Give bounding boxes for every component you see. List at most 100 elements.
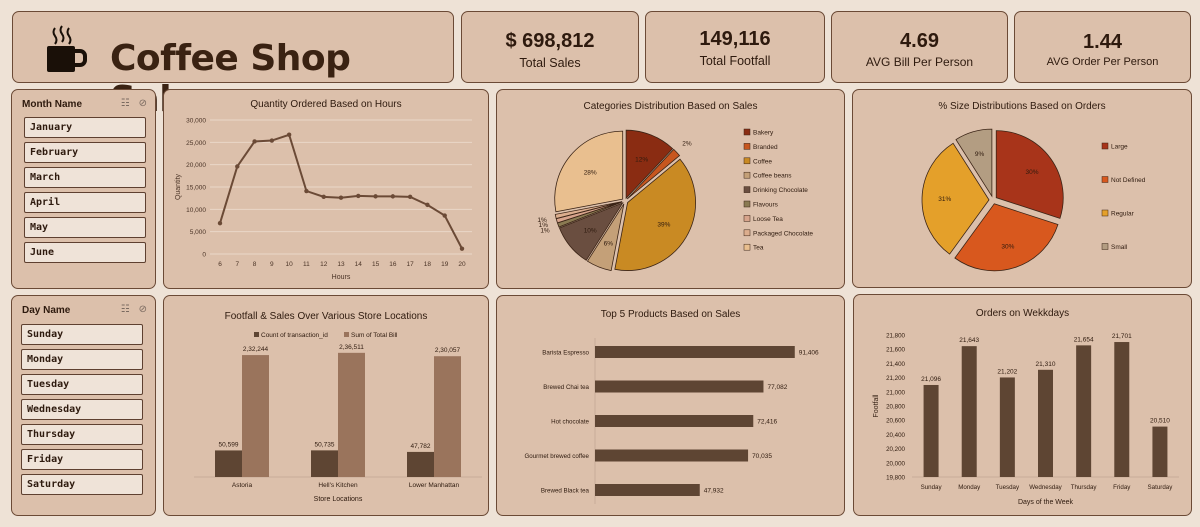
data-point: [373, 194, 378, 199]
products-chart-panel: Top 5 Products Based on Sales Barista Es…: [496, 295, 845, 516]
x-tick-label: 18: [424, 261, 432, 268]
categories-pie-chart: 12%2%39%6%10%1%1%1%28%BakeryBrandedCoffe…: [537, 128, 813, 272]
y-tick-label: 20,400: [886, 432, 905, 439]
kpi-label: Total Sales: [519, 56, 581, 70]
pie-slice: [921, 142, 990, 255]
bar: [999, 377, 1015, 477]
slicer-item-monday[interactable]: Monday: [21, 349, 143, 370]
data-label: 21,202: [997, 368, 1017, 375]
bar: [338, 352, 365, 477]
slicer-item-january[interactable]: January: [24, 117, 146, 138]
categories-chart-panel: Categories Distribution Based on Sales 1…: [496, 89, 845, 289]
pie-slice: [554, 201, 623, 220]
legend-entry: Branded: [753, 144, 778, 151]
sizes-chart-panel: % Size Distributions Based on Orders 30%…: [852, 89, 1192, 288]
data-label: 31%: [938, 196, 951, 203]
y-tick-label: 19,800: [886, 475, 905, 482]
pie-slice: [954, 203, 1059, 272]
slicer-item-may[interactable]: May: [24, 217, 146, 238]
bar: [1152, 426, 1168, 477]
legend-entry: Regular: [1111, 211, 1135, 218]
legend-entry: Coffee: [753, 158, 772, 165]
chart-title: Categories Distribution Based on Sales: [583, 101, 758, 112]
clear-filter-icon[interactable]: ⊘: [138, 304, 147, 315]
data-label: 12%: [635, 157, 648, 164]
bar: [595, 415, 754, 427]
slicer-item-march[interactable]: March: [24, 167, 146, 188]
y-tick-label: 25,000: [186, 140, 206, 147]
slicer-item-tuesday[interactable]: Tuesday: [21, 374, 143, 395]
y-tick-label: 30,000: [186, 118, 206, 125]
sizes-pie-chart: 30% 30% 31% 9% Large Not Defined Regular Small: [921, 128, 1146, 272]
locations-chart-panel: Footfall & Sales Over Various Store Loca…: [163, 295, 489, 516]
multi-select-icon[interactable]: ☷: [120, 304, 130, 315]
data-label: 28%: [584, 170, 597, 177]
x-tick-label: 11: [303, 261, 310, 268]
y-tick-label: 20,600: [886, 418, 905, 425]
y-tick-label: 5,000: [190, 229, 207, 236]
slicer-item-saturday[interactable]: Saturday: [21, 474, 143, 495]
x-axis-label: Days of the Week: [1018, 499, 1074, 506]
y-tick-label: 10,000: [186, 207, 206, 214]
hours-line-chart: 0 5,000 10,000 15,000 20,000 25,000 30,000 6 7 8 9…: [175, 118, 472, 281]
bar: [595, 484, 700, 496]
slicer-item-thursday[interactable]: Thursday: [21, 424, 143, 445]
x-tick-label: Astoria: [232, 482, 253, 489]
weekdays-bar-chart: 19,800 20,000 20,200 20,400 20,600 20,800 21,0…: [873, 333, 1179, 506]
legend-swatch: [743, 186, 751, 193]
legend-swatch: [743, 157, 751, 165]
bar: [215, 450, 242, 477]
bar: [1038, 369, 1053, 477]
legend-swatch: [1101, 176, 1109, 183]
legend-entry: Sum of Total Bill: [351, 332, 398, 339]
x-tick-label: 7: [235, 261, 239, 268]
kpi-total-sales: $ 698,812 Total Sales: [461, 11, 639, 83]
data-point: [252, 139, 257, 144]
data-point: [286, 132, 292, 137]
bar: [595, 380, 764, 393]
slicer-item-sunday[interactable]: Sunday: [21, 324, 143, 345]
legend-entry: Tea: [753, 245, 764, 252]
data-point: [321, 194, 326, 200]
x-tick-label: 16: [389, 261, 397, 268]
slicer-item-friday[interactable]: Friday: [21, 449, 143, 470]
x-tick-label: Sunday: [921, 484, 943, 491]
slicer-item-april[interactable]: April: [24, 192, 146, 213]
x-axis-label: Hours: [332, 274, 351, 281]
data-label: 47,782: [411, 443, 431, 450]
bar: [961, 346, 977, 477]
legend-swatch: [254, 332, 259, 337]
pie-slice: [955, 128, 993, 198]
multi-select-icon[interactable]: ☷: [120, 98, 130, 109]
legend-entry: Bakery: [753, 130, 774, 137]
legend-entry: Drinking Chocolate: [753, 187, 808, 194]
bar: [311, 450, 338, 477]
data-label: 70,035: [752, 453, 772, 460]
data-label: 2,30,057: [435, 347, 461, 354]
slicer-item-february[interactable]: February: [24, 142, 146, 163]
data-point: [459, 246, 465, 251]
x-tick-label: 19: [441, 261, 449, 268]
data-label: 50,599: [219, 441, 239, 448]
legend-entry: Loose Tea: [753, 216, 783, 223]
kpi-avg-order: 1.44 AVG Order Per Person: [1014, 11, 1191, 83]
x-tick-label: Monday: [958, 484, 981, 491]
slicer-item-june[interactable]: June: [24, 242, 146, 263]
legend-entry: Flavours: [753, 202, 779, 209]
pie-slice: [558, 202, 624, 261]
data-label: 30%: [1026, 169, 1039, 176]
x-axis-label: Store Locations: [314, 496, 363, 503]
slicer-item-wednesday[interactable]: Wednesday: [21, 399, 143, 420]
data-label: 77,082: [767, 384, 787, 391]
data-label: 30%: [1001, 243, 1014, 250]
legend-swatch: [743, 200, 751, 208]
kpi-total-footfall: 149,116 Total Footfall: [645, 11, 825, 83]
legend-entry: Count of transaction_id: [261, 332, 328, 339]
pie-slice: [586, 203, 625, 272]
bar: [434, 356, 461, 477]
clear-filter-icon[interactable]: ⊘: [138, 98, 147, 109]
coffee-cup-icon: [47, 25, 87, 72]
x-tick-label: Wednesday: [1029, 484, 1062, 491]
chart-title: Top 5 Products Based on Sales: [600, 309, 741, 320]
data-point: [407, 194, 413, 200]
